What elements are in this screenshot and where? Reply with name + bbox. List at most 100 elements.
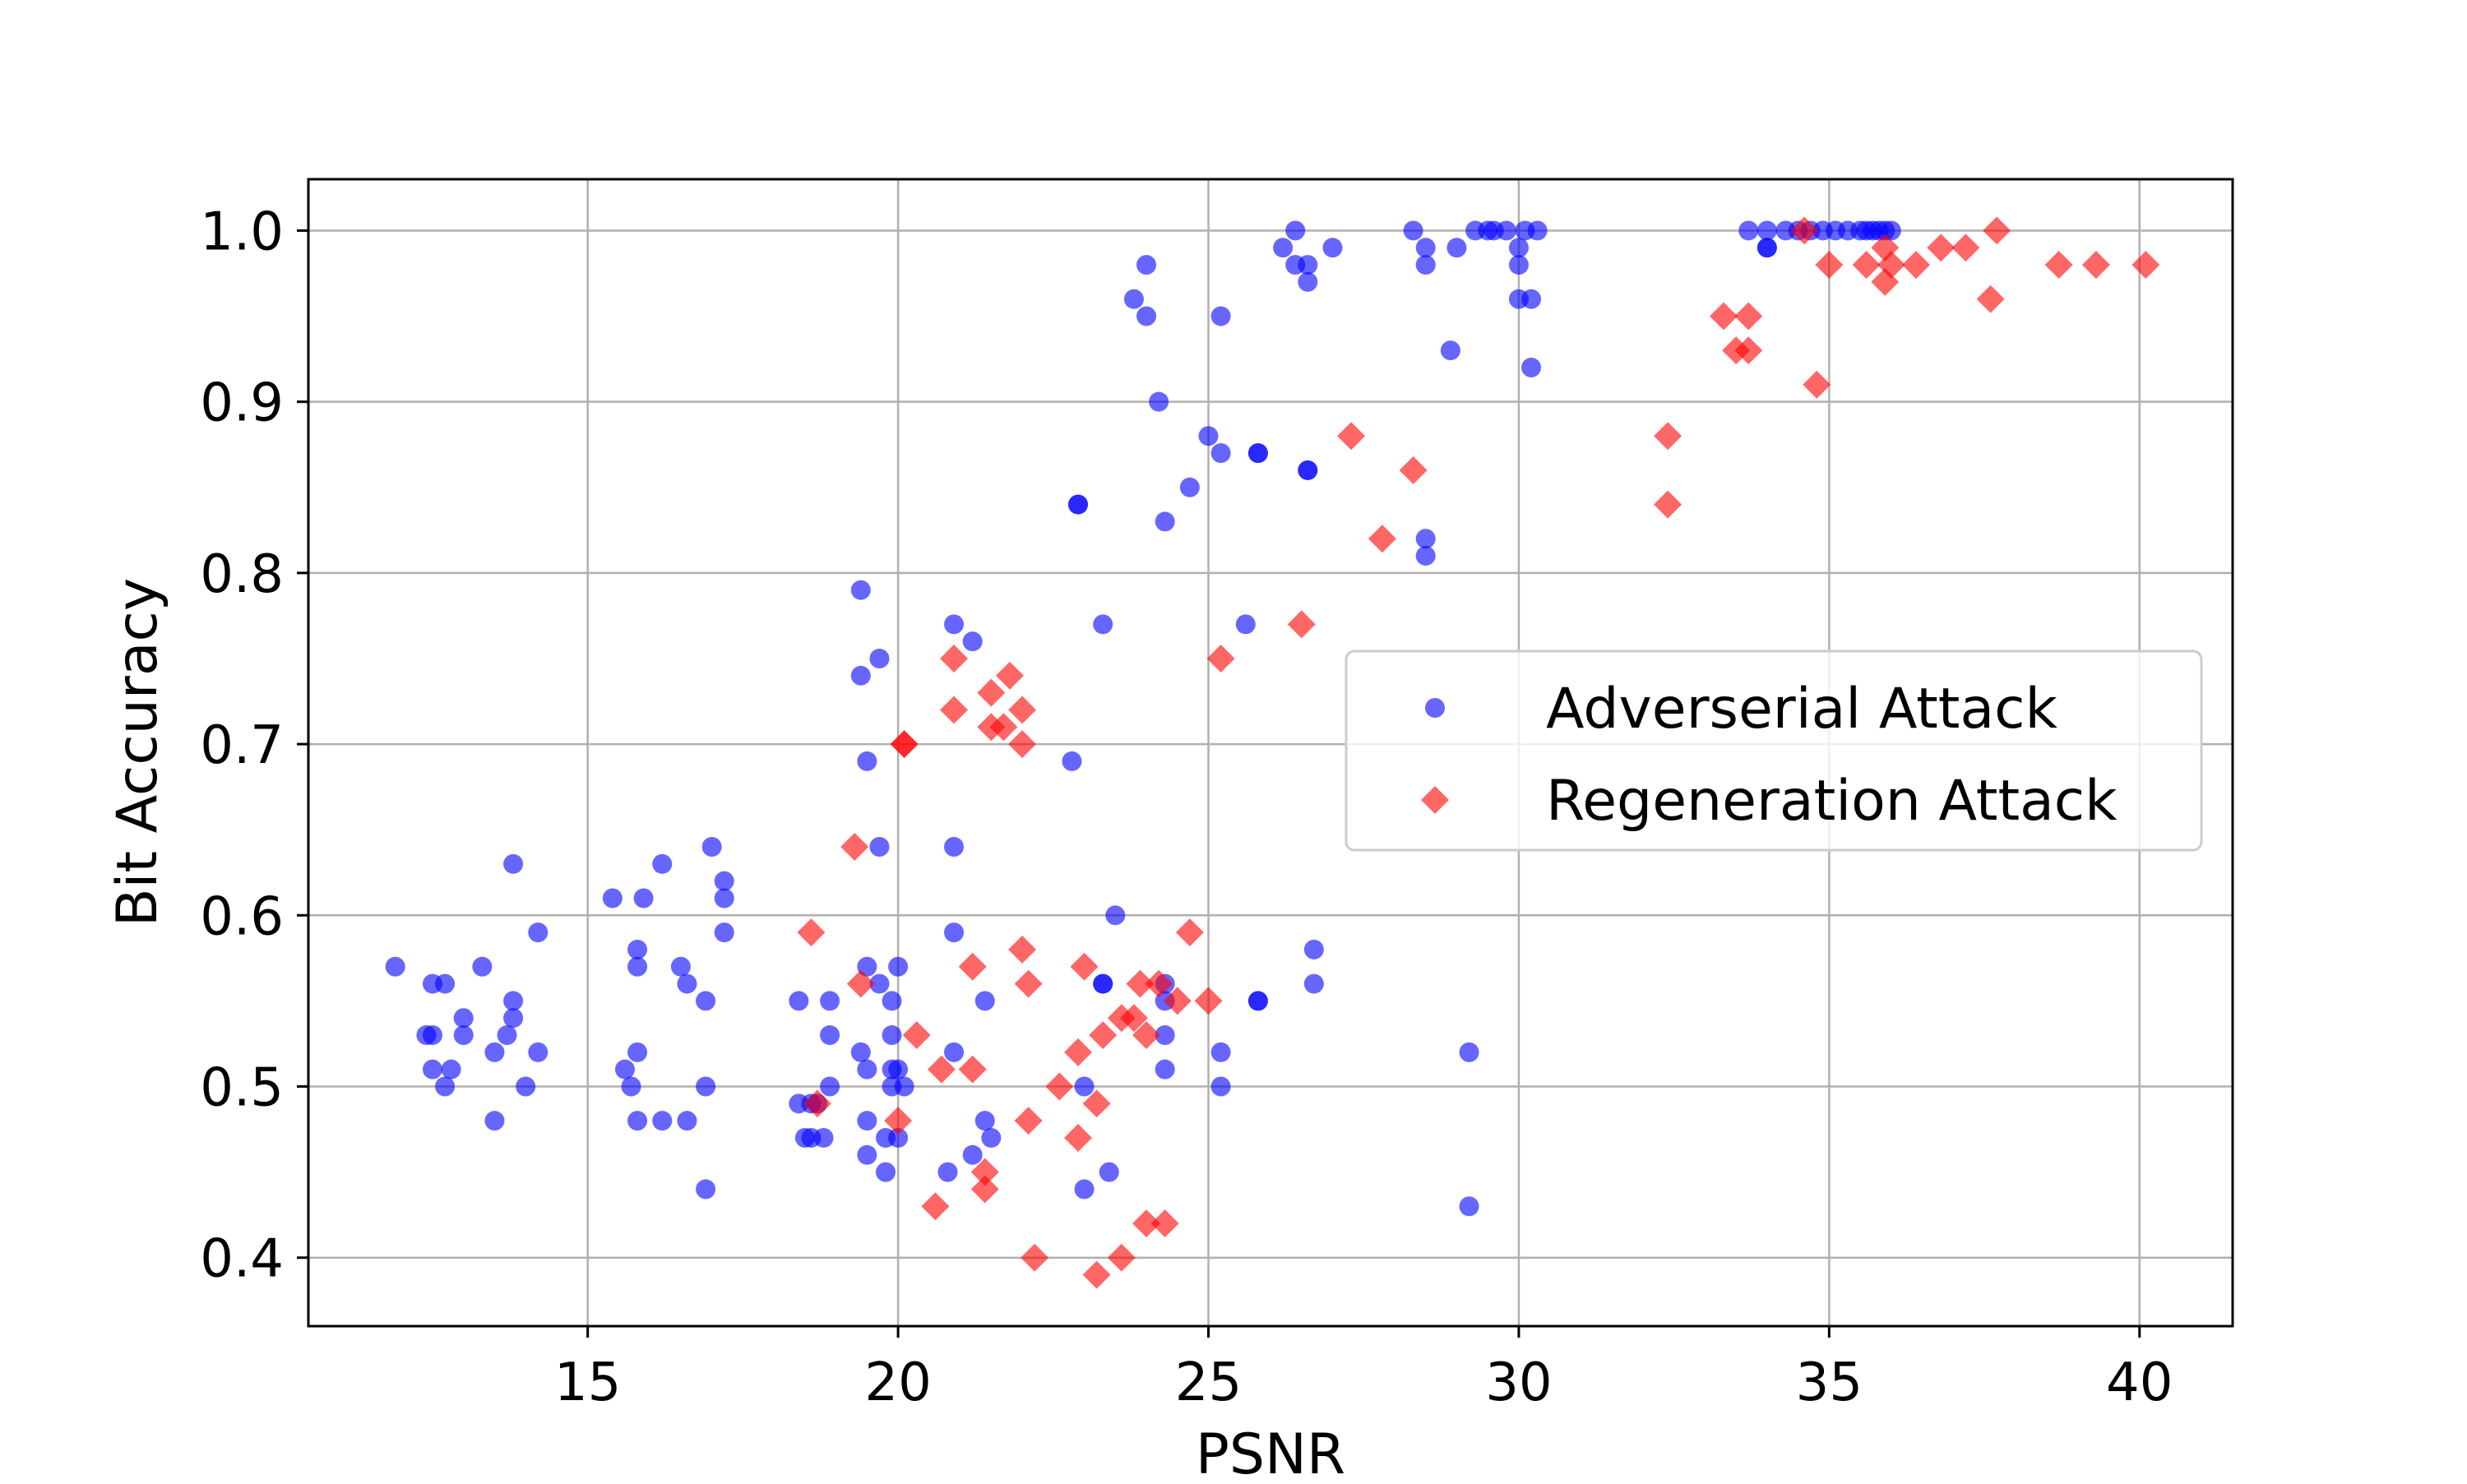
regeneration-point bbox=[2081, 251, 2110, 280]
y-tick-label: 0.7 bbox=[200, 715, 284, 776]
adversarial-point bbox=[385, 956, 405, 977]
adversarial-point bbox=[1508, 255, 1529, 275]
adversarial-point bbox=[850, 1042, 871, 1062]
legend-label-adversarial: Adverserial Attack bbox=[1546, 677, 2058, 742]
adversarial-point bbox=[857, 751, 877, 771]
adversarial-point bbox=[1179, 477, 1200, 497]
adversarial-point bbox=[1136, 255, 1157, 275]
adversarial-point bbox=[1298, 460, 1318, 480]
adversarial-point bbox=[974, 991, 995, 1011]
adversarial-point bbox=[813, 1127, 834, 1148]
regeneration-point bbox=[1145, 969, 1173, 998]
regeneration-point bbox=[1008, 696, 1037, 724]
adversarial-point bbox=[1074, 1076, 1095, 1097]
legend-box bbox=[1345, 650, 2203, 852]
regeneration-point bbox=[977, 678, 1006, 707]
adversarial-point bbox=[1155, 1059, 1175, 1079]
regeneration-point bbox=[1803, 370, 1831, 399]
adversarial-point bbox=[701, 837, 722, 858]
plot-frame bbox=[307, 178, 2234, 1328]
legend-marker-regeneration bbox=[1421, 786, 1449, 814]
adversarial-point bbox=[1757, 238, 1777, 258]
adversarial-point bbox=[1210, 443, 1231, 464]
adversarial-point bbox=[1415, 546, 1436, 566]
adversarial-point bbox=[888, 1059, 909, 1079]
regeneration-point bbox=[1082, 1260, 1111, 1289]
regeneration-point bbox=[1175, 918, 1204, 947]
data-points bbox=[385, 216, 2160, 1289]
adversarial-point bbox=[1074, 1179, 1095, 1200]
adversarial-point bbox=[1440, 340, 1460, 361]
adversarial-point bbox=[1415, 529, 1436, 549]
regeneration-point bbox=[890, 730, 919, 759]
adversarial-point bbox=[714, 871, 734, 891]
y-tick-label: 0.5 bbox=[200, 1058, 284, 1119]
y-tick-label: 1.0 bbox=[200, 201, 284, 262]
regeneration-point bbox=[940, 696, 969, 724]
regeneration-point bbox=[940, 645, 969, 673]
adversarial-point bbox=[1210, 1076, 1231, 1097]
adversarial-point bbox=[857, 1111, 877, 1131]
x-tick-label: 20 bbox=[864, 1352, 931, 1413]
regeneration-point bbox=[1710, 302, 1738, 331]
regeneration-point bbox=[1206, 645, 1235, 673]
regeneration-point bbox=[1983, 216, 2011, 245]
adversarial-point bbox=[820, 991, 840, 1011]
adversarial-point bbox=[528, 922, 548, 943]
regeneration-point bbox=[1734, 302, 1763, 331]
axis-ticks: 15 20 25 30 35 40 0.4 0.5 0.6 0.7 0.8 0.9 1.0 bbox=[200, 201, 2173, 1413]
adversarial-point bbox=[1322, 238, 1343, 258]
adversarial-point bbox=[614, 1059, 635, 1079]
y-tick-label: 0.6 bbox=[200, 886, 284, 947]
adversarial-point bbox=[1198, 426, 1219, 446]
regeneration-point bbox=[958, 952, 987, 981]
adversarial-point bbox=[1093, 973, 1113, 994]
adversarial-point bbox=[652, 1111, 673, 1131]
adversarial-point bbox=[981, 1127, 1002, 1148]
regeneration-point bbox=[1976, 284, 2005, 313]
regeneration-point bbox=[1654, 422, 1682, 451]
adversarial-point bbox=[1155, 511, 1175, 532]
adversarial-point bbox=[1123, 289, 1144, 309]
adversarial-point bbox=[422, 1025, 442, 1046]
adversarial-point bbox=[1459, 1196, 1479, 1217]
adversarial-point bbox=[850, 665, 871, 686]
adversarial-point bbox=[1136, 306, 1157, 326]
regeneration-point bbox=[1337, 422, 1366, 451]
adversarial-point bbox=[1403, 220, 1423, 241]
adversarial-point bbox=[1155, 1025, 1175, 1046]
adversarial-point bbox=[869, 973, 890, 994]
regeneration-point bbox=[1927, 233, 1956, 262]
adversarial-point bbox=[1496, 220, 1516, 241]
x-tick-label: 15 bbox=[554, 1352, 621, 1413]
adversarial-point bbox=[696, 1179, 716, 1200]
adversarial-point bbox=[1235, 614, 1256, 635]
regeneration-point bbox=[1119, 1004, 1148, 1033]
regeneration-point bbox=[1008, 935, 1037, 964]
adversarial-point bbox=[516, 1076, 536, 1097]
regeneration-point bbox=[927, 1055, 956, 1084]
regeneration-point bbox=[1082, 1089, 1111, 1118]
regeneration-point bbox=[1951, 233, 1980, 262]
adversarial-point bbox=[1105, 905, 1126, 926]
adversarial-point bbox=[602, 888, 623, 908]
adversarial-point bbox=[472, 956, 493, 977]
adversarial-point bbox=[962, 631, 983, 652]
legend: Adverserial Attack Regeneration Attack bbox=[1345, 650, 2203, 852]
adversarial-point bbox=[944, 922, 965, 943]
adversarial-point bbox=[503, 991, 524, 1011]
adversarial-point bbox=[857, 1144, 877, 1165]
adversarial-point bbox=[944, 837, 965, 858]
regeneration-point bbox=[1089, 1021, 1118, 1050]
regeneration-point bbox=[1126, 969, 1155, 998]
adversarial-point bbox=[888, 1127, 909, 1148]
regeneration-point bbox=[1163, 987, 1192, 1015]
regeneration-point bbox=[1790, 216, 1819, 245]
regeneration-point bbox=[1021, 1243, 1049, 1272]
adversarial-point bbox=[1298, 271, 1318, 292]
adversarial-point bbox=[944, 1042, 965, 1062]
x-tick-label: 35 bbox=[1796, 1352, 1863, 1413]
adversarial-point bbox=[453, 1025, 474, 1046]
adversarial-point bbox=[820, 1025, 840, 1046]
